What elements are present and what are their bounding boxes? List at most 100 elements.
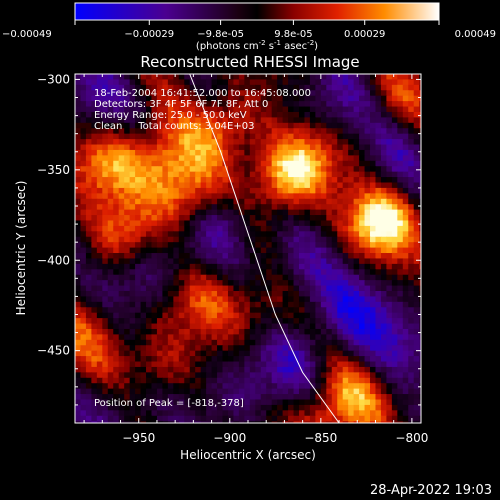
heatmap-cell xyxy=(238,117,245,124)
heatmap-cell xyxy=(222,84,229,91)
heatmap-cell xyxy=(107,323,114,330)
heatmap-cell xyxy=(222,356,229,363)
heatmap-cell xyxy=(107,280,114,287)
heatmap-cell xyxy=(402,220,409,227)
heatmap-cell xyxy=(271,356,278,363)
heatmap-cell xyxy=(255,79,262,86)
heatmap-cell xyxy=(359,236,366,243)
heatmap-cell xyxy=(298,296,306,303)
heatmap-cell xyxy=(413,139,420,146)
heatmap-cell xyxy=(96,258,103,265)
heatmap-cell xyxy=(304,394,311,401)
heatmap-cell xyxy=(244,388,251,395)
heatmap-cell xyxy=(260,149,267,156)
heatmap-cell xyxy=(277,242,284,249)
heatmap-cell xyxy=(255,128,262,135)
heatmap-cell xyxy=(255,280,262,287)
heatmap-cell xyxy=(107,307,114,314)
heatmap-cell xyxy=(326,274,333,281)
heatmap-cell xyxy=(326,193,333,200)
heatmap-cell xyxy=(151,187,158,194)
heatmap-cell xyxy=(282,215,289,222)
heatmap-cell xyxy=(195,160,202,167)
heatmap-cell xyxy=(342,209,349,216)
heatmap-cell xyxy=(233,361,240,368)
heatmap-cell xyxy=(375,350,382,357)
heatmap-cell xyxy=(320,166,327,173)
heatmap-cell xyxy=(271,253,278,260)
heatmap-cell xyxy=(178,383,185,390)
heatmap-cell xyxy=(402,128,409,135)
heatmap-cell xyxy=(288,334,295,341)
heatmap-cell xyxy=(195,220,202,227)
heatmap-cell xyxy=(282,404,289,411)
heatmap-cell xyxy=(156,220,164,227)
heatmap-cell xyxy=(233,399,240,406)
heatmap-cell xyxy=(425,215,431,221)
heatmap-cell xyxy=(348,166,355,173)
heatmap-cell xyxy=(277,318,284,325)
heatmap-cell xyxy=(184,198,191,205)
heatmap-cell xyxy=(320,101,327,108)
heatmap-cell xyxy=(425,107,431,113)
heatmap-cell xyxy=(397,122,404,129)
heatmap-cell xyxy=(156,339,164,346)
heatmap-cell xyxy=(173,323,180,330)
heatmap-cell xyxy=(156,149,164,156)
heatmap-cell xyxy=(298,312,306,319)
heatmap-cell xyxy=(425,394,431,400)
heatmap-cell xyxy=(184,323,191,330)
heatmap-cell xyxy=(288,372,295,379)
heatmap-cell xyxy=(337,290,344,298)
heatmap-cell xyxy=(227,111,235,118)
heatmap-cell xyxy=(288,253,295,260)
heatmap-cell xyxy=(146,106,153,113)
heatmap-cell xyxy=(408,215,415,222)
heatmap-cell xyxy=(320,307,327,314)
heatmap-cell xyxy=(135,345,142,352)
heatmap-cell xyxy=(124,274,131,281)
heatmap-cell xyxy=(309,312,316,319)
heatmap-cell xyxy=(146,101,153,108)
heatmap-cell xyxy=(238,231,245,238)
heatmap-cell xyxy=(184,160,191,167)
heatmap-cell xyxy=(425,150,431,156)
heatmap-cell xyxy=(162,312,169,319)
heatmap-cell xyxy=(370,312,377,319)
heatmap-cell xyxy=(348,236,355,243)
heatmap-cell xyxy=(353,177,360,184)
heatmap-cell xyxy=(227,280,235,287)
heatmap-cell xyxy=(184,177,191,184)
heatmap-cell xyxy=(288,274,295,281)
heatmap-cell xyxy=(200,74,207,81)
heatmap-cell xyxy=(402,225,409,232)
heatmap-cell xyxy=(206,328,213,335)
heatmap-cell xyxy=(375,339,382,346)
heatmap-cell xyxy=(298,139,306,146)
heatmap-cell xyxy=(315,415,322,422)
heatmap-cell xyxy=(129,399,136,406)
heatmap-cell xyxy=(370,318,377,325)
heatmap-cell xyxy=(233,274,240,281)
heatmap-cell xyxy=(419,377,421,384)
heatmap-cell xyxy=(75,171,82,178)
heatmap-cell xyxy=(359,198,366,205)
heatmap-cell xyxy=(288,388,295,395)
heatmap-cell xyxy=(102,253,109,260)
heatmap-cell xyxy=(129,328,136,335)
heatmap-cell xyxy=(167,215,174,222)
heatmap-cell xyxy=(266,253,273,260)
heatmap-cell xyxy=(288,155,295,162)
heatmap-cell xyxy=(397,274,404,281)
heatmap-cell xyxy=(249,101,256,108)
heatmap-cell xyxy=(222,95,229,102)
heatmap-cell xyxy=(178,149,185,156)
heatmap-cell xyxy=(419,171,421,178)
heatmap-cell xyxy=(386,122,393,129)
heatmap-cell xyxy=(359,106,366,113)
heatmap-cell xyxy=(189,149,196,156)
heatmap-cell xyxy=(380,117,387,124)
heatmap-cell xyxy=(337,307,344,314)
heatmap-cell xyxy=(315,144,322,151)
heatmap-cell xyxy=(380,225,387,232)
